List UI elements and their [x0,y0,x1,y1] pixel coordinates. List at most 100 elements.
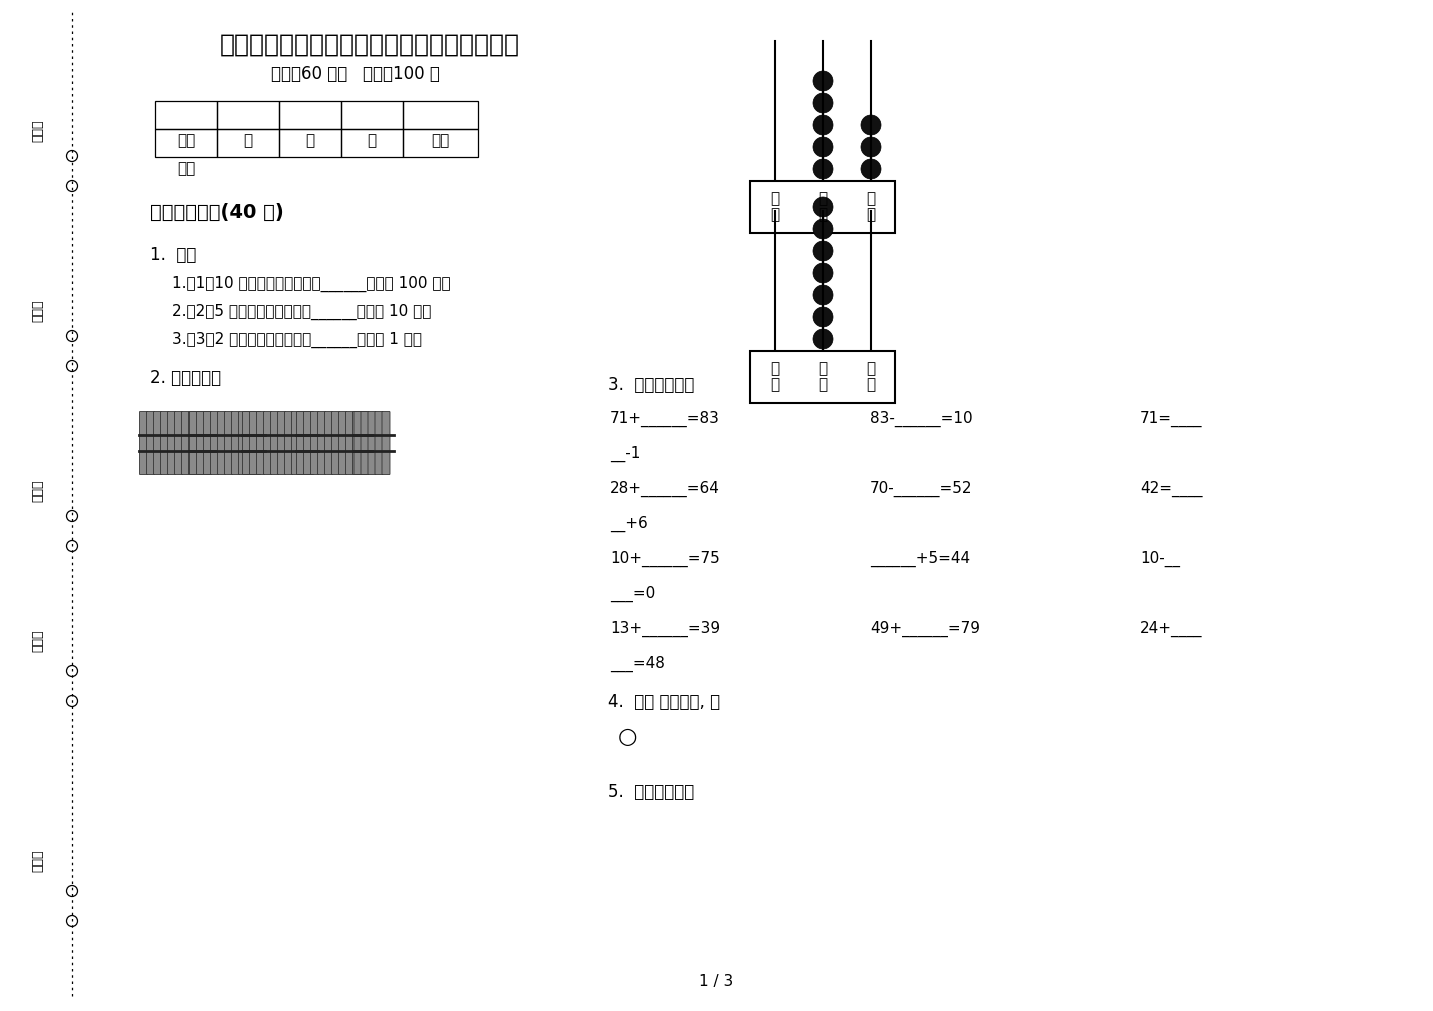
Text: 时间：60 分钟   满分：100 分: 时间：60 分钟 满分：100 分 [271,65,440,83]
FancyBboxPatch shape [189,411,196,474]
FancyBboxPatch shape [291,411,299,474]
FancyBboxPatch shape [211,411,218,474]
Text: 5.  按规律填数。: 5. 按规律填数。 [608,783,694,801]
FancyBboxPatch shape [182,411,189,474]
Text: 十: 十 [818,191,828,206]
FancyBboxPatch shape [160,411,169,474]
Circle shape [813,159,833,179]
Text: __+6: __+6 [610,516,648,532]
Circle shape [813,329,833,349]
Text: 71+______=83: 71+______=83 [610,411,719,428]
Text: 3.（3）2 角一张的人民币，数______张就是 1 元。: 3.（3）2 角一张的人民币，数______张就是 1 元。 [172,332,421,348]
Text: 个: 个 [867,191,876,206]
Bar [341,129,403,157]
Text: 考号：: 考号： [32,119,44,143]
Text: 1.  填空: 1. 填空 [150,246,196,264]
Text: 2. 看图写数。: 2. 看图写数。 [150,369,221,387]
Text: 位: 位 [771,207,780,222]
Text: 1 / 3: 1 / 3 [699,974,734,989]
Text: 28+______=64: 28+______=64 [610,481,719,497]
Circle shape [861,137,881,157]
Text: 总分: 总分 [431,133,450,149]
Bar [155,101,216,129]
FancyBboxPatch shape [354,411,363,474]
Circle shape [813,115,833,135]
Text: 二: 二 [305,133,315,149]
Text: ○: ○ [618,727,638,747]
FancyBboxPatch shape [146,411,155,474]
FancyBboxPatch shape [285,411,292,474]
Text: 苏教版一年级下学期数学全真混合期末模拟试: 苏教版一年级下学期数学全真混合期末模拟试 [221,33,520,57]
Bar [749,351,896,403]
FancyBboxPatch shape [338,411,347,474]
FancyBboxPatch shape [202,411,211,474]
FancyBboxPatch shape [304,411,311,474]
Bar [216,101,279,129]
FancyBboxPatch shape [375,411,383,474]
FancyBboxPatch shape [225,411,232,474]
Bar [749,181,896,233]
Text: 三: 三 [367,133,377,149]
FancyBboxPatch shape [218,411,225,474]
Text: 一、基础练习(40 分): 一、基础练习(40 分) [150,203,284,222]
Circle shape [813,137,833,157]
Text: 13+______=39: 13+______=39 [610,621,721,637]
Text: 49+______=79: 49+______=79 [870,621,980,637]
Text: 71=____: 71=____ [1141,411,1202,428]
Text: ______+5=44: ______+5=44 [870,551,970,567]
FancyBboxPatch shape [298,411,307,474]
Text: 3.  填上合适的数: 3. 填上合适的数 [608,376,695,394]
FancyBboxPatch shape [139,411,148,474]
FancyBboxPatch shape [242,411,251,474]
Circle shape [813,219,833,239]
Text: 10-__: 10-__ [1141,551,1179,567]
Text: 2.（2）5 角一张的人民币，数______张就是 10 元。: 2.（2）5 角一张的人民币，数______张就是 10 元。 [172,304,431,320]
Circle shape [861,115,881,135]
Text: 学校：: 学校： [32,850,44,872]
Text: 一: 一 [244,133,252,149]
Circle shape [813,93,833,113]
FancyBboxPatch shape [353,411,361,474]
Bar [403,101,479,129]
FancyBboxPatch shape [153,411,162,474]
Circle shape [813,307,833,327]
Bar [155,129,216,157]
FancyBboxPatch shape [383,411,390,474]
Text: __-1: __-1 [610,446,641,462]
FancyBboxPatch shape [196,411,205,474]
Text: 得分: 得分 [176,162,195,177]
Bar [279,129,341,157]
Text: ___=0: ___=0 [610,586,655,603]
Text: 24+____: 24+____ [1141,621,1202,637]
Text: 1.（1）10 元一张的人民币，数______张就是 100 元。: 1.（1）10 元一张的人民币，数______张就是 100 元。 [172,276,450,292]
FancyBboxPatch shape [232,411,239,474]
FancyBboxPatch shape [278,411,285,474]
Text: 位: 位 [771,377,780,392]
FancyBboxPatch shape [305,411,314,474]
Text: 个: 个 [867,362,876,376]
FancyBboxPatch shape [331,411,340,474]
FancyBboxPatch shape [168,411,175,474]
Text: 班级：: 班级： [32,630,44,652]
FancyBboxPatch shape [195,411,203,474]
Text: 姓名：: 姓名： [32,480,44,502]
Text: 4.  在（ ）里填数, 在: 4. 在（ ）里填数, 在 [608,693,721,711]
Text: 位: 位 [867,207,876,222]
Circle shape [813,197,833,217]
FancyBboxPatch shape [245,411,254,474]
Circle shape [813,285,833,305]
Bar [341,101,403,129]
Text: ___=48: ___=48 [610,656,665,672]
FancyBboxPatch shape [203,411,212,474]
Text: 题号: 题号 [176,133,195,149]
FancyBboxPatch shape [318,411,325,474]
Bar [216,129,279,157]
FancyBboxPatch shape [175,411,182,474]
FancyBboxPatch shape [324,411,332,474]
Text: 位: 位 [867,377,876,392]
Text: 83-______=10: 83-______=10 [870,411,973,428]
Text: 百: 百 [771,362,780,376]
Bar [279,101,341,129]
Circle shape [813,71,833,91]
Text: 42=____: 42=____ [1141,481,1202,497]
